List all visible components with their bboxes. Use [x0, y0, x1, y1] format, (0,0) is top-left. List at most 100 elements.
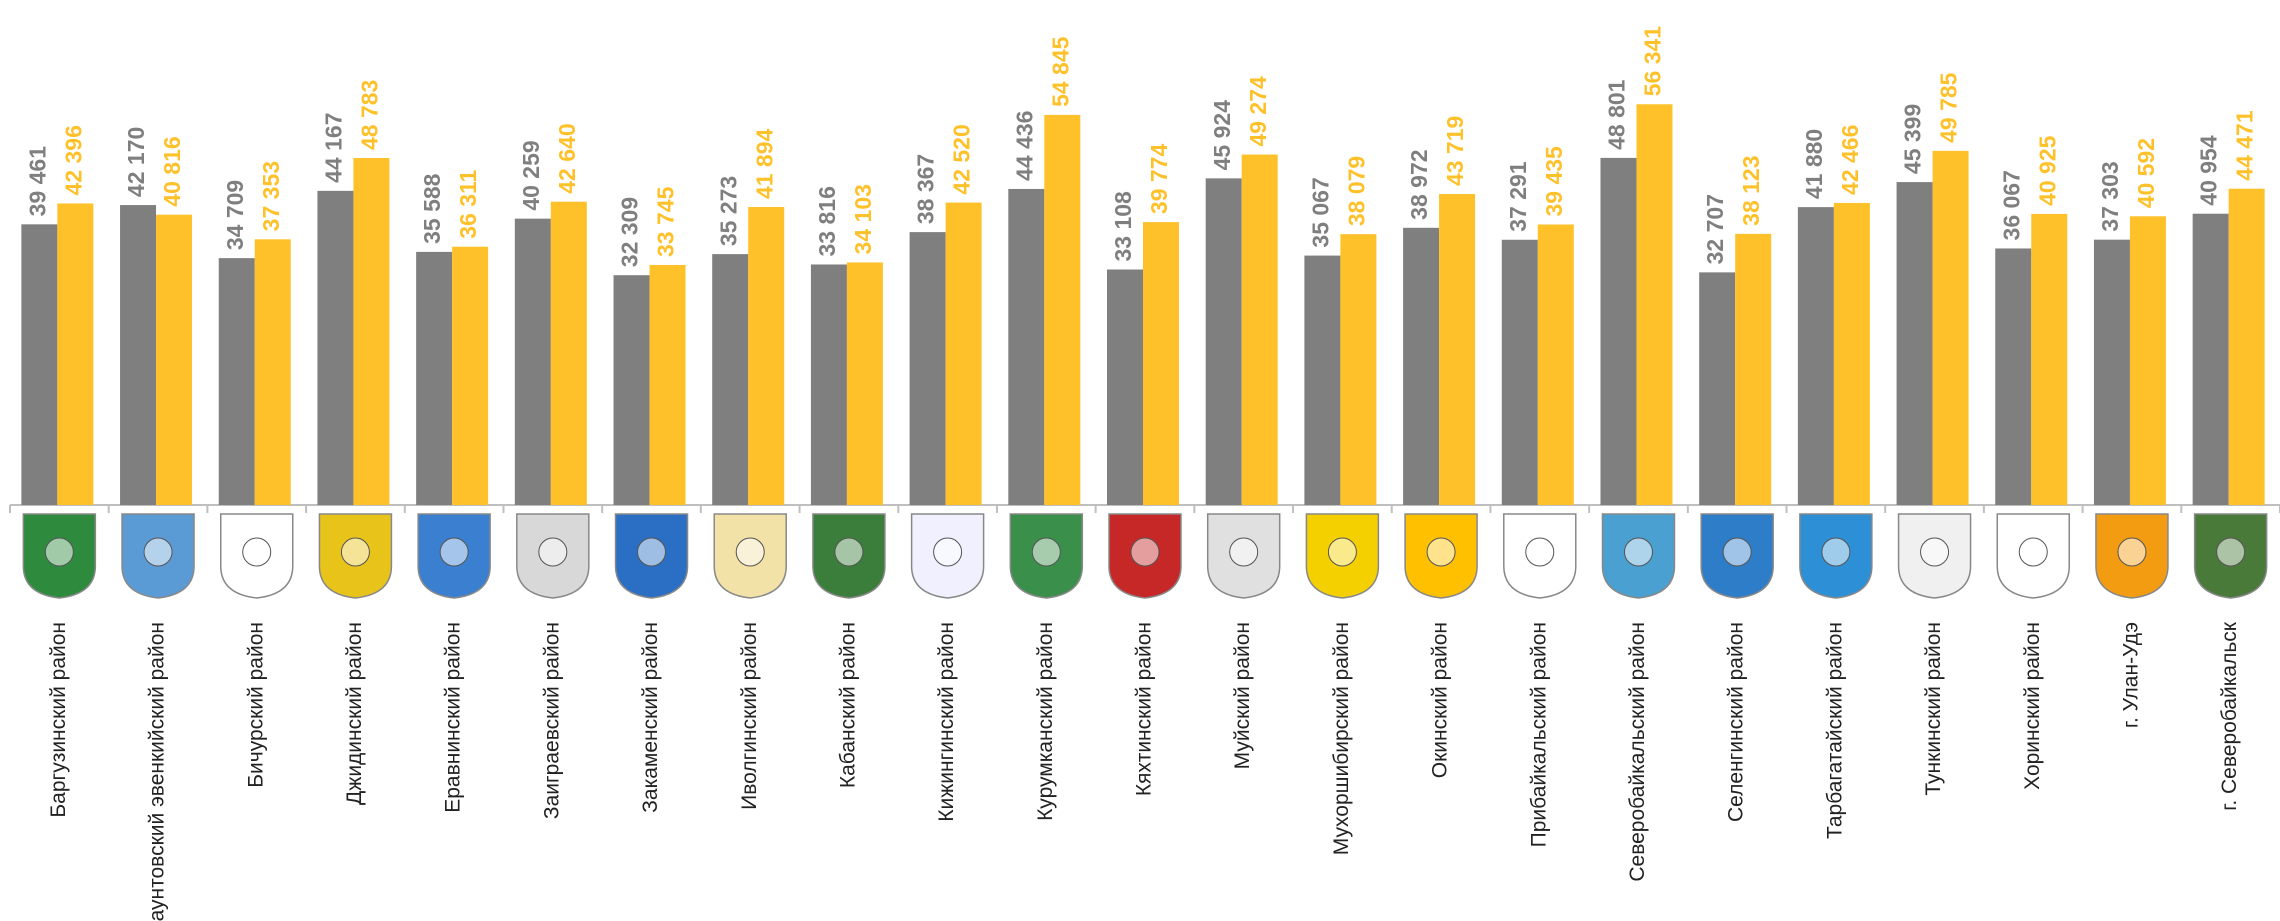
- value-label: 56 341: [1640, 26, 1666, 97]
- coat-of-arms-emblem: [144, 538, 172, 566]
- value-label: 34 103: [850, 184, 876, 254]
- value-label: 32 309: [617, 197, 643, 267]
- category-label: Курумканский район: [1034, 622, 1057, 821]
- coat-of-arms-emblem: [539, 538, 567, 566]
- coat-of-arms-emblem: [1131, 538, 1159, 566]
- value-label: 45 399: [1900, 104, 1926, 174]
- value-label: 41 880: [1801, 129, 1827, 199]
- coat-of-arms-emblem: [1427, 538, 1455, 566]
- coat-of-arms-emblem: [1032, 538, 1060, 566]
- value-label: 41 894: [751, 128, 777, 199]
- bar: [2031, 214, 2067, 505]
- bar: [1044, 115, 1080, 505]
- category-label: Тарбагатайский район: [1823, 622, 1846, 839]
- category-label: Кижингинский район: [935, 622, 958, 822]
- coat-of-arms-emblem: [1230, 538, 1258, 566]
- bar: [1834, 203, 1870, 505]
- bar: [353, 158, 389, 505]
- bar: [317, 191, 353, 505]
- bar: [219, 258, 255, 505]
- coat-of-arms-emblem: [835, 538, 863, 566]
- value-label: 39 774: [1146, 144, 1172, 215]
- coat-of-arms-emblem: [2217, 538, 2245, 566]
- value-label: 48 801: [1604, 79, 1630, 150]
- bar: [156, 215, 192, 505]
- bar: [1933, 151, 1969, 505]
- coat-of-arms-emblem: [1526, 538, 1554, 566]
- value-label: 42 396: [60, 125, 86, 195]
- category-label: Иволгинский район: [738, 622, 761, 810]
- category-label: Джидинский район: [343, 622, 366, 805]
- coat-of-arms-emblem: [1822, 538, 1850, 566]
- value-label: 54 845: [1047, 36, 1073, 107]
- coat-of-arms-emblem: [2019, 538, 2047, 566]
- bar: [1403, 228, 1439, 505]
- value-label: 40 592: [2133, 138, 2159, 208]
- bar: [2193, 214, 2229, 505]
- coat-of-arms-emblem: [638, 538, 666, 566]
- bar: [847, 262, 883, 505]
- coat-of-arms-emblem: [736, 538, 764, 566]
- category-label: Еравнинский район: [442, 622, 465, 813]
- category-label: Заиграевский район: [540, 622, 563, 819]
- bar: [1242, 155, 1278, 505]
- bar: [1439, 194, 1475, 505]
- bar: [1995, 248, 2031, 505]
- category-label: Окинский район: [1429, 622, 1452, 778]
- value-label: 36 311: [455, 169, 481, 238]
- category-label: Бичурский район: [244, 622, 267, 788]
- bar: [452, 247, 488, 505]
- value-label: 48 783: [357, 80, 383, 150]
- bar: [2094, 240, 2130, 505]
- coat-of-arms-emblem: [243, 538, 271, 566]
- bar: [2229, 189, 2265, 505]
- bar: [21, 224, 57, 505]
- category-label: Тункинский район: [1922, 622, 1945, 796]
- value-label: 38 367: [913, 154, 939, 224]
- bar: [712, 254, 748, 505]
- value-label: 33 108: [1110, 191, 1136, 262]
- category-label: Баргузинский район: [47, 622, 70, 818]
- value-label: 35 273: [715, 176, 741, 246]
- bar: [1008, 189, 1044, 505]
- coat-of-arms-emblem: [1624, 538, 1652, 566]
- value-label: 35 588: [419, 173, 445, 244]
- category-label: Кабанский район: [836, 622, 859, 788]
- bar: [1107, 270, 1143, 505]
- category-label: Закаменский район: [639, 622, 662, 813]
- coat-of-arms-emblem: [440, 538, 468, 566]
- bar: [1502, 240, 1538, 505]
- category-label: г. Улан-Удэ: [2120, 622, 2143, 728]
- value-label: 37 291: [1505, 161, 1531, 232]
- value-label: 38 079: [1343, 156, 1369, 226]
- value-label: 44 167: [321, 112, 347, 182]
- category-label: г. Северобайкальск: [2218, 621, 2241, 811]
- bar: [811, 264, 847, 505]
- bar: [1304, 256, 1340, 505]
- bar: [748, 207, 784, 505]
- value-label: 49 785: [1936, 72, 1962, 143]
- value-label: 49 274: [1245, 76, 1271, 147]
- value-label: 44 436: [1011, 111, 1037, 181]
- bar: [416, 252, 452, 505]
- bar: [1340, 234, 1376, 505]
- coat-of-arms-emblem: [1921, 538, 1949, 566]
- bar: [57, 203, 93, 505]
- category-label: Селенгинский район: [1725, 622, 1748, 822]
- coat-of-arms-emblem: [934, 538, 962, 566]
- value-label: 37 353: [258, 161, 284, 231]
- value-label: 39 461: [24, 146, 50, 217]
- bar: [1636, 104, 1672, 505]
- value-label: 36 067: [1998, 170, 2024, 240]
- category-label: Муйский район: [1231, 622, 1254, 769]
- value-label: 42 520: [949, 124, 975, 194]
- category-label: Прибайкальский район: [1527, 622, 1550, 847]
- bar: [1897, 182, 1933, 505]
- value-label: 44 471: [2232, 110, 2258, 181]
- value-label: 40 816: [159, 136, 185, 206]
- value-label: 32 707: [1702, 194, 1728, 264]
- bar: [2130, 216, 2166, 505]
- bar: [910, 232, 946, 505]
- value-label: 33 816: [814, 186, 840, 256]
- value-label: 34 709: [222, 180, 248, 250]
